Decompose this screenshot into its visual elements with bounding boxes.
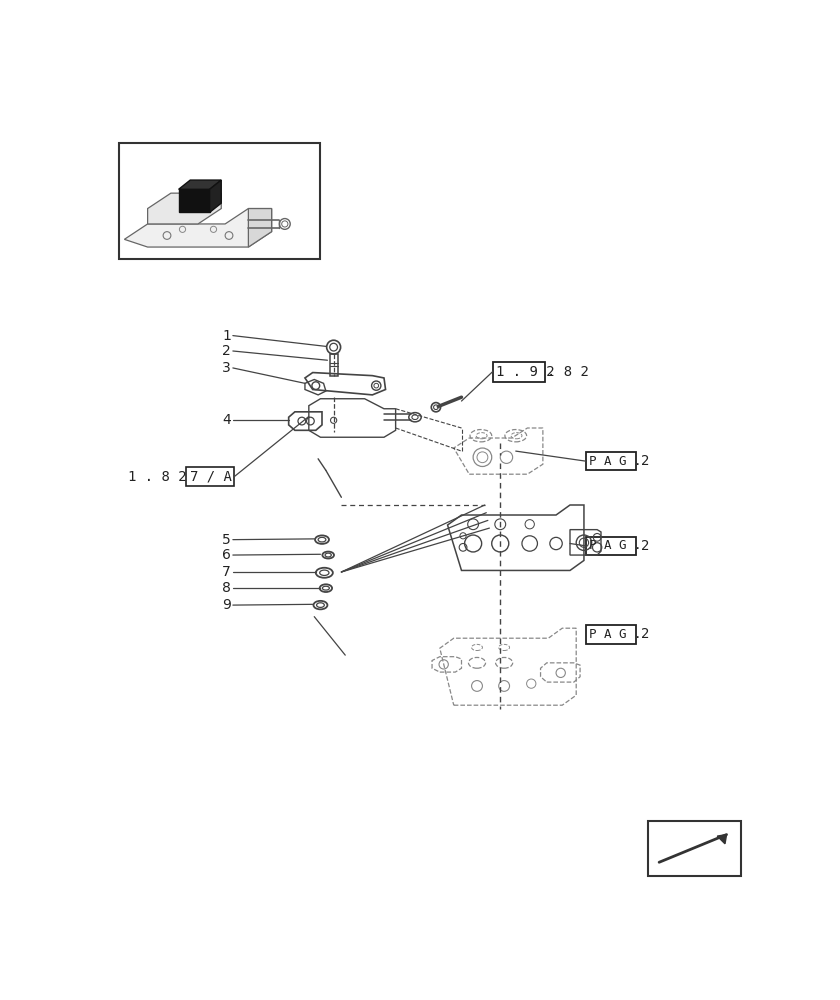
Text: P A G .: P A G . [590,628,642,641]
Polygon shape [179,180,221,189]
Bar [585,537,636,555]
Text: . 8 2: . 8 2 [547,365,589,379]
Bar [330,354,338,376]
Bar [492,362,545,382]
Text: 7 / A: 7 / A [190,470,232,484]
Text: 1: 1 [222,329,231,343]
Polygon shape [249,209,271,247]
Polygon shape [124,209,271,247]
Text: 8: 8 [222,581,231,595]
Text: P A G .: P A G . [590,455,642,468]
Polygon shape [717,835,727,844]
Polygon shape [148,193,221,224]
Text: 1 . 9 2: 1 . 9 2 [496,365,554,379]
Bar [585,625,636,644]
Text: 2: 2 [222,344,231,358]
Text: 9: 9 [222,598,231,612]
Bar [186,467,234,486]
Text: 2: 2 [641,627,649,641]
Bar [119,143,320,259]
Bar [648,821,741,876]
Text: 2: 2 [641,539,649,553]
Polygon shape [179,189,210,212]
Bar [585,452,636,470]
Text: 6: 6 [222,548,231,562]
Text: 3: 3 [222,361,231,375]
Text: 1 . 8 2: 1 . 8 2 [129,470,186,484]
Text: 5: 5 [222,533,231,547]
Text: P A G .: P A G . [590,539,642,552]
Text: 2: 2 [641,454,649,468]
Polygon shape [210,180,221,212]
Text: 4: 4 [222,413,231,427]
Text: 7: 7 [222,565,231,579]
